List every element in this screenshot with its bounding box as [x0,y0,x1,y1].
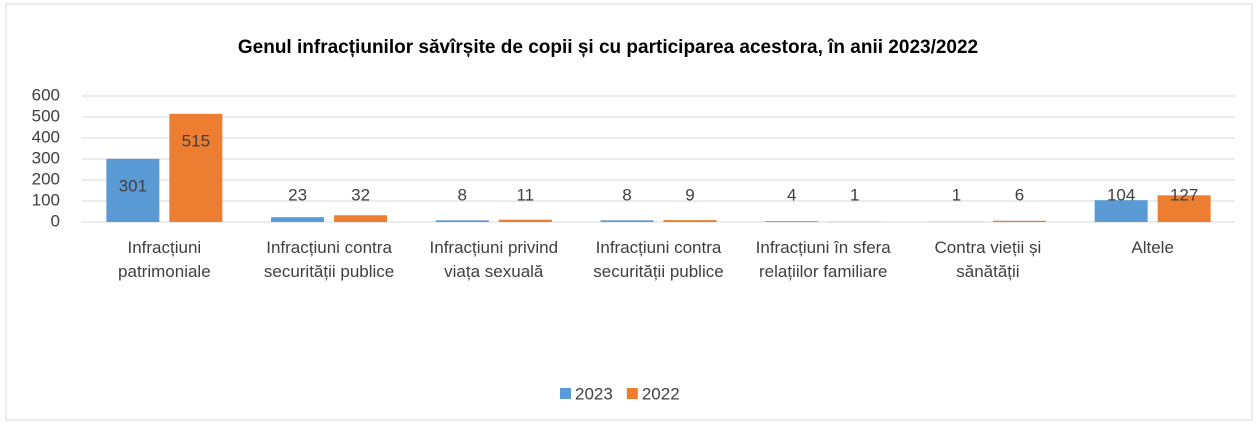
chart-title: Genul infracțiunilor săvîrșite de copii … [238,37,978,58]
bar [663,220,717,222]
data-label: 1 [850,185,859,204]
bar [498,219,552,222]
data-label: 4 [787,185,796,204]
data-label: 8 [458,185,467,204]
x-tick-label: Infracțiuni privind viața sexuală [430,238,559,281]
x-tick-label: Infracțiuni patrimoniale [118,238,211,281]
y-tick-label: 0 [51,211,60,230]
data-label: 104 [1107,185,1135,204]
y-tick-label: 400 [32,127,60,146]
y-tick-label: 100 [32,190,60,209]
data-label: 11 [516,185,534,204]
bar [600,220,654,222]
bar [334,215,388,222]
data-label: 32 [351,185,370,204]
bar [435,220,489,222]
data-label: 23 [288,185,307,204]
data-label: 8 [622,185,631,204]
y-tick-label: 600 [32,85,60,104]
data-label: 301 [119,176,147,195]
bar [765,221,819,222]
data-label: 127 [1170,185,1198,204]
bar [106,158,160,222]
bar [169,113,223,222]
data-label: 6 [1015,185,1024,204]
legend-label: 2023 [575,384,613,403]
bar [271,217,325,222]
legend-swatch [560,388,571,399]
x-tick-label: Infracțiuni contra securității publice [264,238,394,281]
y-tick-label: 200 [32,169,60,188]
bar [1157,195,1211,222]
x-tick-label: Altele [1131,238,1174,257]
bar [1094,200,1148,222]
data-label: 1 [952,185,961,204]
data-label: 9 [685,185,694,204]
data-label: 515 [182,131,210,150]
legend-swatch [626,388,638,399]
bar [992,220,1046,222]
x-tick-label: Infracțiuni contra securității publice [593,238,723,281]
x-tick-label: Infracțiuni în sfera relațiilor familiare [756,238,892,281]
x-tick-label: Contra vieții și sănătății [935,238,1042,281]
y-tick-label: 500 [32,106,60,125]
legend-label: 2022 [642,384,680,403]
y-tick-label: 300 [32,148,60,167]
